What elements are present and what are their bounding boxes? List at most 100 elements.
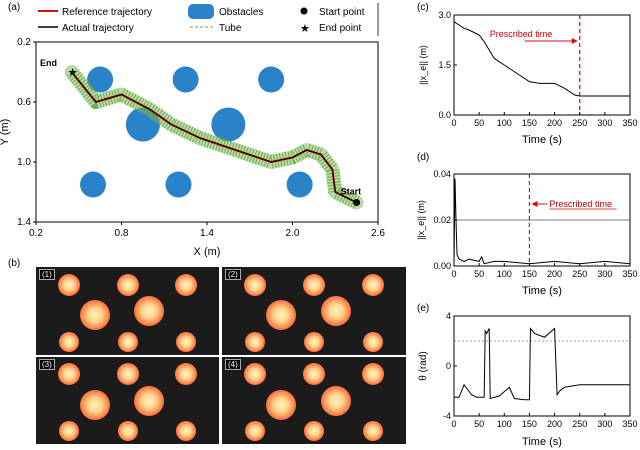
panel-e-ylabel: θ (rad) — [418, 351, 429, 380]
light-spot-4-7 — [304, 420, 324, 441]
d-ticks-xl-3: 150 — [522, 269, 537, 279]
c-ticks-xl-6: 300 — [597, 118, 612, 128]
d-ticks-xl-1: 50 — [474, 269, 484, 279]
c-plot-series — [453, 21, 630, 97]
legend-reference: Reference trajectory — [62, 7, 152, 18]
a-xtick-label-4: 2.6 — [371, 228, 385, 239]
c-ticks-xl-7: 350 — [622, 118, 637, 128]
d-ticks-yl-2: 0.04 — [433, 169, 451, 179]
a-ytick-label-2: 1.0 — [17, 157, 31, 168]
light-spot-3-5 — [134, 385, 165, 416]
light-spot-4-4 — [265, 389, 296, 420]
d-ticks-xl-2: 100 — [497, 269, 512, 279]
d-ticks-xl-4: 200 — [547, 269, 562, 279]
photo-frame-1: (1) — [36, 267, 219, 355]
light-spot-2-6 — [245, 331, 266, 352]
legend: Reference trajectory Actual trajectory O… — [38, 3, 379, 36]
light-spot-2-4 — [265, 300, 296, 331]
a-ytick-label-0: 0.2 — [17, 37, 31, 48]
light-spot-1-3 — [175, 273, 198, 296]
e-ticks-yl-0: -4 — [443, 411, 451, 421]
panel-a-xlabel: X (m) — [194, 246, 221, 258]
obstacles — [80, 66, 313, 198]
panel-e-chart: 0 50 100 150 200 250 300 350-404 Time (s) θ (ra… — [418, 311, 638, 448]
e-ticks-xl-4: 200 — [547, 419, 562, 429]
panel-d-ylabel: ||x_e|| (m) — [416, 200, 426, 240]
photo-index-1: (1) — [39, 269, 55, 280]
light-spot-3-3 — [175, 363, 198, 386]
light-spot-1-4 — [79, 300, 110, 331]
a-xtick-label-1: 0.8 — [115, 228, 129, 239]
panel-b-letter: (b) — [8, 258, 21, 269]
light-spot-3-1 — [57, 363, 80, 386]
panel-c-letter: (c) — [417, 2, 429, 13]
light-spot-2-5 — [321, 296, 352, 326]
obstacle-1 — [87, 66, 114, 93]
c-ticks-yl-2: 3.0 — [438, 10, 451, 20]
light-spot-3-8 — [176, 420, 197, 441]
a-ytick-label-3: 1.4 — [17, 217, 31, 228]
c-ticks-xl-4: 200 — [547, 118, 562, 128]
obstacle-2 — [172, 66, 199, 93]
start-marker — [353, 199, 361, 206]
d-ticks-xl-7: 350 — [622, 269, 637, 279]
light-spot-2-2 — [303, 273, 325, 296]
c-ticks-yl-1: 1.5 — [438, 60, 451, 70]
legend-obstacle-swatch — [188, 4, 214, 19]
light-spot-3-2 — [116, 363, 139, 386]
d-ticks-yl-1: 0.02 — [433, 215, 451, 225]
legend-tube: Tube — [219, 23, 242, 34]
c-arrowhead — [571, 38, 578, 44]
legend-end-marker: ★ — [300, 23, 310, 35]
light-spot-1-2 — [116, 273, 139, 296]
trajectories: ★ — [64, 65, 364, 210]
photo-index-3: (3) — [39, 359, 55, 370]
panel-c-annotation: Prescribed time — [490, 29, 553, 39]
obstacle-7 — [165, 171, 192, 198]
obstacle-3 — [258, 66, 285, 93]
e-ticks-xl-2: 100 — [497, 419, 512, 429]
d-ticks-xl-6: 300 — [597, 269, 612, 279]
legend-start-marker — [300, 7, 308, 15]
photo-frame-3: (3) — [36, 357, 219, 444]
panel-e-letter: (e) — [417, 303, 430, 314]
panel-a-ticks: 0.2 0.8 1.4 2.0 2.6 0.2 0.6 1.0 1.4 — [17, 37, 385, 239]
photo-frame-4: (4) — [222, 357, 406, 444]
light-spot-1-8 — [176, 331, 197, 352]
photo-index-2: (2) — [225, 269, 241, 280]
e-ticks-yl-2: 4 — [446, 311, 451, 321]
light-spot-2-7 — [304, 331, 324, 352]
d-ticks-xl-5: 250 — [572, 269, 587, 279]
light-spot-4-1 — [244, 363, 267, 386]
c-ticks-xl-1: 50 — [474, 118, 484, 128]
light-spot-1-1 — [57, 273, 80, 296]
light-spot-2-3 — [361, 273, 384, 296]
e-ticks-xl-0: 0 — [451, 419, 456, 429]
light-spot-1-6 — [58, 331, 79, 352]
end-marker: ★ — [68, 67, 78, 79]
panel-d-letter: (d) — [417, 152, 430, 163]
panel-d-xlabel: Time (s) — [522, 285, 562, 297]
light-spot-3-7 — [117, 420, 138, 441]
d-plot-series — [453, 178, 631, 267]
light-spot-4-8 — [362, 420, 383, 441]
e-ticks-xl-6: 300 — [597, 419, 612, 429]
panel-a-ylabel: Y (m) — [0, 119, 11, 146]
a-ytick-label-1: 0.6 — [17, 97, 31, 108]
c-ticks-xl-5: 250 — [572, 118, 587, 128]
light-spot-4-3 — [361, 363, 384, 386]
d-ticks-yl-0: 0.00 — [433, 261, 451, 271]
obstacle-5 — [211, 107, 246, 142]
obstacle-8 — [286, 171, 313, 198]
legend-obstacles: Obstacles — [219, 7, 263, 18]
e-plot-series — [454, 327, 630, 401]
e-ticks-xl-3: 150 — [522, 419, 537, 429]
panel-c-ylabel: ||x_e|| (m) — [418, 45, 428, 85]
panel-c-xlabel: Time (s) — [522, 134, 562, 146]
d-arrowhead — [531, 201, 538, 207]
actual-trajectory — [71, 71, 357, 203]
panel-a-letter: (a) — [8, 2, 21, 13]
legend-start: Start point — [319, 7, 365, 18]
panel-b-photos: (1) (2) (3) (4) — [36, 267, 406, 444]
photo-index-4: (4) — [225, 359, 241, 370]
